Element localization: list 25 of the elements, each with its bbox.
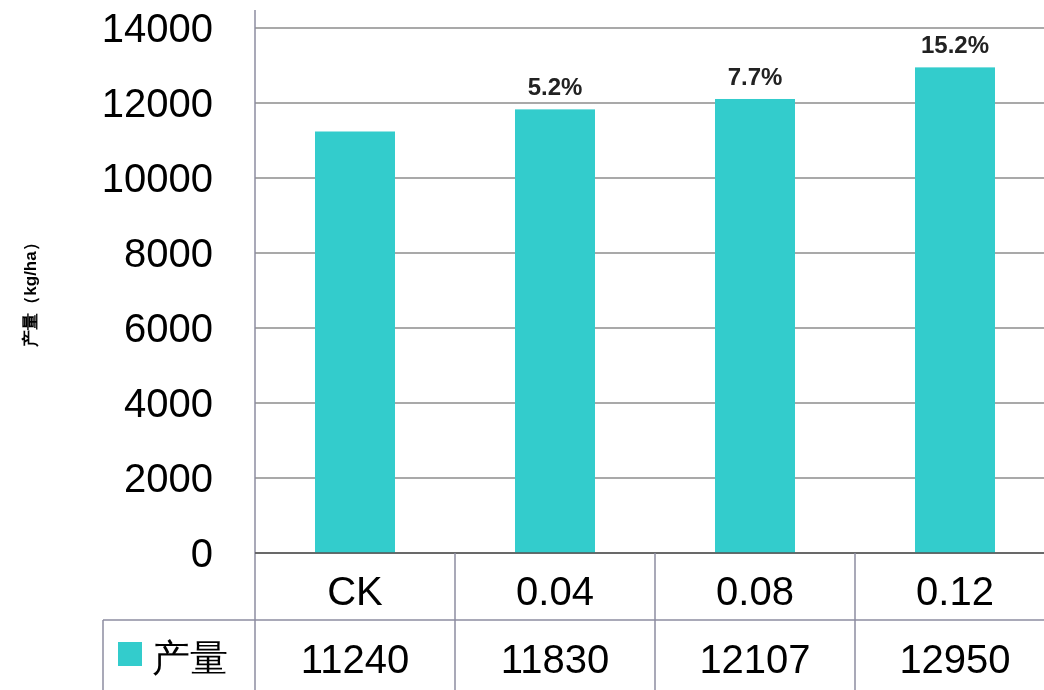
x-tick-label: CK bbox=[327, 569, 384, 613]
y-tick-label: 12000 bbox=[101, 81, 213, 125]
y-tick-label: 14000 bbox=[101, 6, 213, 50]
y-tick-label: 8000 bbox=[124, 231, 213, 275]
annotation: 7.7% bbox=[727, 62, 783, 90]
legend-label: 产量 bbox=[152, 637, 228, 679]
y-axis-title: 产量（kg/ha） bbox=[21, 234, 40, 348]
bar bbox=[515, 109, 595, 553]
bar bbox=[715, 98, 795, 553]
y-tick-label: 4000 bbox=[124, 381, 213, 425]
data-label: 12950 bbox=[899, 637, 1011, 681]
x-tick-label: 0.12 bbox=[916, 569, 994, 613]
y-tick-label: 2000 bbox=[124, 456, 213, 500]
data-label: 11830 bbox=[500, 637, 610, 681]
data-label: 11240 bbox=[300, 637, 410, 681]
x-tick-label: 0.08 bbox=[716, 569, 794, 613]
data-label: 12107 bbox=[699, 637, 811, 681]
y-tick-label: 10000 bbox=[101, 156, 213, 200]
y-tick-label: 0 bbox=[190, 531, 213, 575]
y-tick-label: 6000 bbox=[124, 306, 213, 350]
bar bbox=[915, 67, 995, 553]
x-tick-label: 0.04 bbox=[516, 569, 594, 613]
annotation: 15.2% bbox=[920, 31, 990, 59]
annotation: 5.2% bbox=[527, 73, 583, 101]
bar bbox=[315, 131, 395, 553]
